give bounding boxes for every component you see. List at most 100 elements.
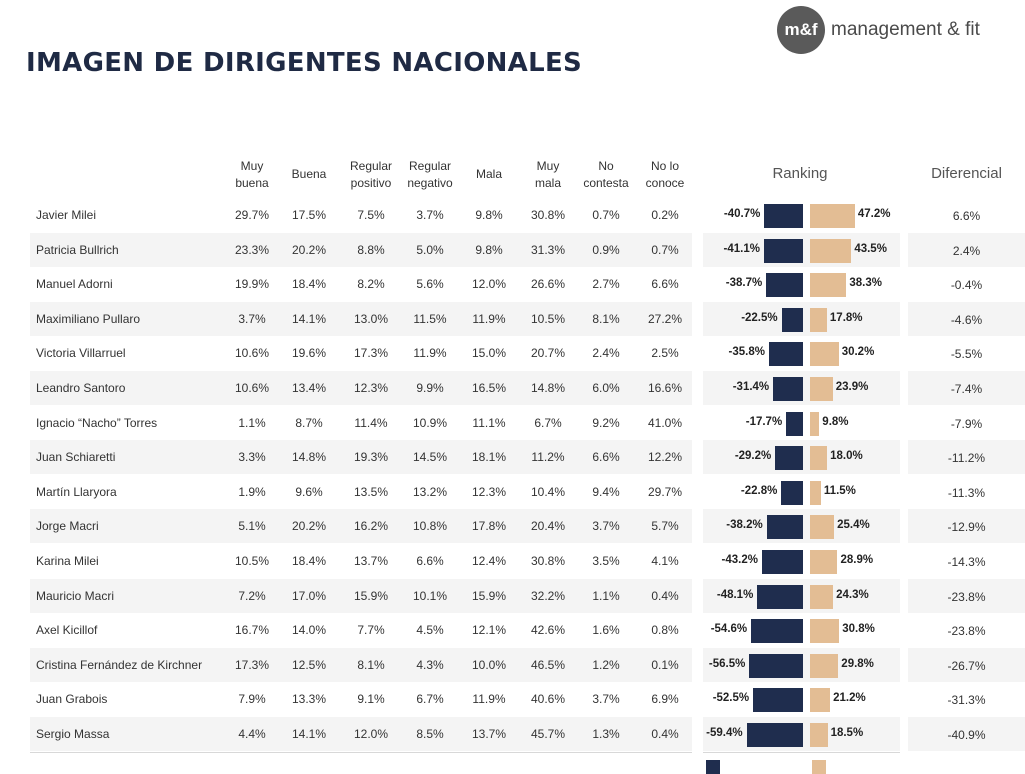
positive-label: 24.3% — [836, 588, 869, 601]
row-name: Sergio Massa — [36, 727, 110, 741]
table-cell: 4.5% — [416, 623, 444, 638]
table-cell: 12.2% — [647, 450, 683, 465]
table-row: Martín Llaryora 1.9% 9.6% 13.5% 13.2% 12.3% 10… — [30, 475, 692, 509]
column-header: No contesta — [578, 158, 634, 192]
positive-bar — [810, 307, 827, 332]
column-header-line2: contesta — [583, 176, 629, 190]
table-cell: 26.6% — [530, 277, 566, 292]
table-cell: 4.3% — [416, 657, 444, 672]
table-row: Manuel Adorni 19.9% 18.4% 8.2% 5.6% 12.0% 26.6… — [30, 267, 692, 301]
column-header-line2: buena — [235, 176, 269, 190]
diferencial-value: -26.7% — [947, 658, 986, 673]
positive-bar — [810, 688, 831, 713]
table-cell: 6.0% — [592, 381, 620, 395]
diferencial-row: -12.9% — [908, 509, 1025, 544]
table-cell: 11.1% — [472, 415, 506, 430]
table-cell: 3.5% — [592, 554, 620, 568]
positive-bar — [810, 723, 828, 747]
table-cell: 15.9% — [471, 588, 507, 603]
table-cell: 1.1% — [592, 588, 620, 603]
ranking-row: -43.2% 28.9% — [703, 544, 900, 578]
logo-mark: m&f — [777, 6, 825, 54]
diferencial-value: -0.4% — [950, 278, 983, 293]
positive-bar — [810, 515, 835, 540]
ranking-row: -59.4% 18.5% — [703, 717, 900, 751]
column-header-line1: Regular — [408, 159, 452, 173]
table-cell: 12.3% — [353, 381, 389, 395]
table-cell: 14.1% — [291, 727, 327, 741]
table-row: Karina Milei 10.5% 18.4% 13.7% 6.6% 12.4% 30.8… — [30, 544, 692, 578]
positive-bar — [810, 550, 838, 574]
diferencial-row: -40.9% — [908, 717, 1025, 751]
negative-label: -29.2% — [734, 450, 772, 463]
table-row: Juan Grabois 7.9% 13.3% 9.1% 6.7% 11.9% 40.6% 3… — [30, 682, 692, 716]
table-cell: 13.7% — [353, 554, 389, 568]
diferencial-row: -7.9% — [908, 406, 1025, 440]
diferencial-value: -7.9% — [950, 416, 983, 431]
negative-label: -54.6% — [710, 623, 748, 636]
table-bottom-line — [30, 752, 692, 753]
positive-bar — [810, 619, 840, 644]
positive-label: 17.8% — [829, 311, 863, 324]
table-cell: 3.7% — [416, 208, 444, 222]
table-cell: 42.6% — [530, 623, 566, 638]
negative-label: -38.2% — [726, 519, 763, 532]
diferencial-value: -11.2% — [947, 451, 986, 466]
positive-label: 11.5% — [823, 484, 856, 497]
table-cell: 11.9% — [472, 311, 506, 326]
table-cell: 11.5% — [413, 311, 447, 326]
table-cell: 6.7% — [416, 692, 444, 707]
row-name: Manuel Adorni — [36, 277, 113, 292]
table-cell: 8.2% — [357, 277, 385, 292]
column-header: Muy buena — [224, 158, 280, 192]
table-cell: 8.8% — [357, 242, 385, 257]
ranking-bottom-line — [703, 752, 900, 753]
table-cell: 12.0% — [471, 277, 507, 292]
negative-label: -22.8% — [740, 484, 778, 497]
table-cell: 1.1% — [238, 415, 266, 430]
diferencial-row: -31.3% — [908, 682, 1025, 716]
table-cell: 10.6% — [234, 381, 270, 395]
negative-bar — [761, 550, 803, 574]
table-cell: 19.3% — [353, 450, 389, 465]
table-cell: 29.7% — [647, 484, 683, 499]
row-name: Javier Milei — [36, 208, 97, 222]
table-cell: 45.7% — [530, 727, 566, 741]
negative-bar — [781, 480, 803, 505]
table-cell: 3.7% — [592, 692, 620, 707]
negative-bar — [775, 446, 803, 471]
table-cell: 6.7% — [534, 415, 562, 430]
table-cell: 14.8% — [291, 450, 327, 465]
table-cell: 12.3% — [471, 484, 507, 499]
table-cell: 2.5% — [651, 346, 679, 361]
table-cell: 6.6% — [416, 554, 444, 568]
table-cell: 16.6% — [647, 381, 683, 395]
positive-label: 38.3% — [849, 277, 882, 290]
table-cell: 14.5% — [412, 450, 448, 465]
diferencial-row: -7.4% — [908, 371, 1025, 405]
column-header-line2: conoce — [645, 176, 685, 190]
diferencial-row: -23.8% — [908, 613, 1025, 647]
negative-bar — [766, 515, 803, 540]
table-cell: 11.9% — [413, 346, 447, 361]
ranking-row: -41.1% 43.5% — [703, 232, 900, 267]
column-header-line2: negativo — [407, 176, 453, 190]
positive-label: 29.8% — [841, 657, 874, 670]
table-cell: 14.1% — [291, 311, 327, 326]
table-cell: 16.2% — [353, 519, 389, 534]
table-cell: 31.3% — [530, 242, 566, 257]
row-name: Karina Milei — [36, 554, 99, 568]
table-cell: 10.8% — [412, 519, 448, 534]
ranking-row: -40.7% 47.2% — [703, 198, 900, 232]
table-cell: 6.9% — [651, 692, 679, 707]
row-name: Ignacio “Nacho” Torres — [36, 415, 158, 430]
table-cell: 41.0% — [647, 415, 683, 430]
table-cell: 15.9% — [353, 588, 389, 603]
table-cell: 2.7% — [592, 277, 620, 292]
ranking-row: -38.2% 25.4% — [703, 509, 900, 544]
negative-label: -17.7% — [745, 415, 783, 428]
row-name: Juan Grabois — [36, 692, 108, 707]
table-cell: 40.6% — [530, 692, 566, 707]
table-row: Axel Kicillof 16.7% 14.0% 7.7% 4.5% 12.1% 42.6… — [30, 613, 692, 647]
table-cell: 10.4% — [530, 484, 566, 499]
